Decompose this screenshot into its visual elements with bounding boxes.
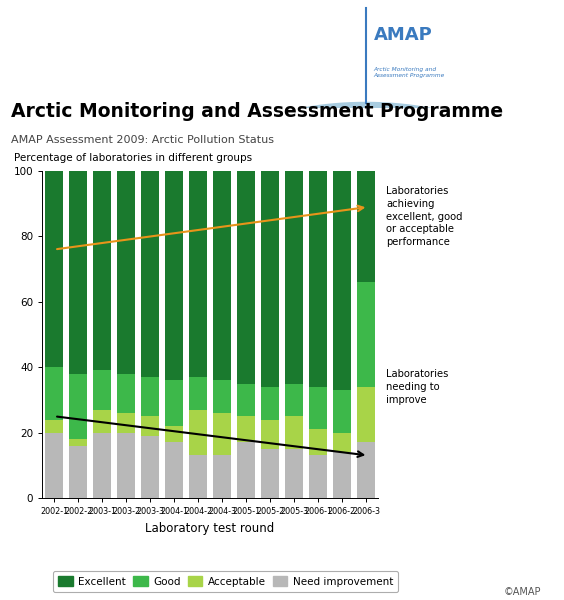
Bar <box>93 433 111 498</box>
Bar <box>285 171 303 383</box>
Bar <box>357 442 375 498</box>
Bar <box>141 416 159 436</box>
Bar <box>117 433 135 498</box>
Bar <box>189 455 207 498</box>
Bar <box>165 442 183 498</box>
Bar <box>45 433 63 498</box>
Bar <box>285 383 303 416</box>
Bar <box>261 387 279 419</box>
Bar <box>357 171 375 282</box>
Text: Arctic Monitoring and Assessment Programme: Arctic Monitoring and Assessment Program… <box>11 102 504 121</box>
Bar <box>309 387 327 430</box>
Bar <box>333 390 351 433</box>
Bar <box>285 449 303 498</box>
Bar <box>285 416 303 449</box>
Bar <box>309 455 327 498</box>
Bar <box>69 374 87 439</box>
Bar <box>45 367 63 419</box>
Bar <box>69 171 87 374</box>
Bar <box>333 452 351 498</box>
Bar <box>357 387 375 442</box>
Bar <box>117 171 135 374</box>
Bar <box>237 383 255 416</box>
Bar <box>237 171 255 383</box>
Bar <box>165 380 183 426</box>
Bar <box>93 410 111 433</box>
Bar <box>69 439 87 446</box>
Bar <box>165 426 183 442</box>
Bar <box>261 449 279 498</box>
Legend: Excellent, Good, Acceptable, Need improvement: Excellent, Good, Acceptable, Need improv… <box>53 571 398 592</box>
X-axis label: Laboratory test round: Laboratory test round <box>146 521 275 535</box>
Bar <box>117 413 135 433</box>
Bar <box>189 377 207 410</box>
Text: AMAP: AMAP <box>374 26 433 44</box>
Bar <box>165 171 183 380</box>
Bar <box>357 282 375 387</box>
Bar <box>213 455 231 498</box>
Bar <box>237 442 255 498</box>
Bar <box>261 419 279 449</box>
Bar <box>141 377 159 416</box>
Bar <box>189 410 207 455</box>
Text: Percentage of laboratories in different groups: Percentage of laboratories in different … <box>14 153 252 163</box>
Bar <box>117 374 135 413</box>
Bar <box>213 171 231 380</box>
Bar <box>213 380 231 413</box>
Bar <box>237 416 255 442</box>
Text: AMAP Assessment 2009: Arctic Pollution Status: AMAP Assessment 2009: Arctic Pollution S… <box>11 135 274 145</box>
Text: ©AMAP: ©AMAP <box>504 587 541 597</box>
Bar <box>309 430 327 455</box>
Bar <box>333 433 351 452</box>
Text: Arctic Monitoring and
Assessment Programme: Arctic Monitoring and Assessment Program… <box>374 67 445 78</box>
Bar <box>93 370 111 410</box>
Bar <box>309 171 327 387</box>
Bar <box>213 413 231 455</box>
Bar <box>141 171 159 377</box>
Bar <box>189 171 207 377</box>
Bar <box>141 436 159 498</box>
Bar <box>261 171 279 387</box>
Text: Laboratories
needing to
improve: Laboratories needing to improve <box>386 369 449 404</box>
Bar <box>333 171 351 390</box>
Bar <box>45 419 63 433</box>
Text: Laboratories
achieving
excellent, good
or acceptable
performance: Laboratories achieving excellent, good o… <box>386 186 463 247</box>
Bar <box>69 446 87 498</box>
Bar <box>93 171 111 370</box>
Bar <box>45 171 63 367</box>
